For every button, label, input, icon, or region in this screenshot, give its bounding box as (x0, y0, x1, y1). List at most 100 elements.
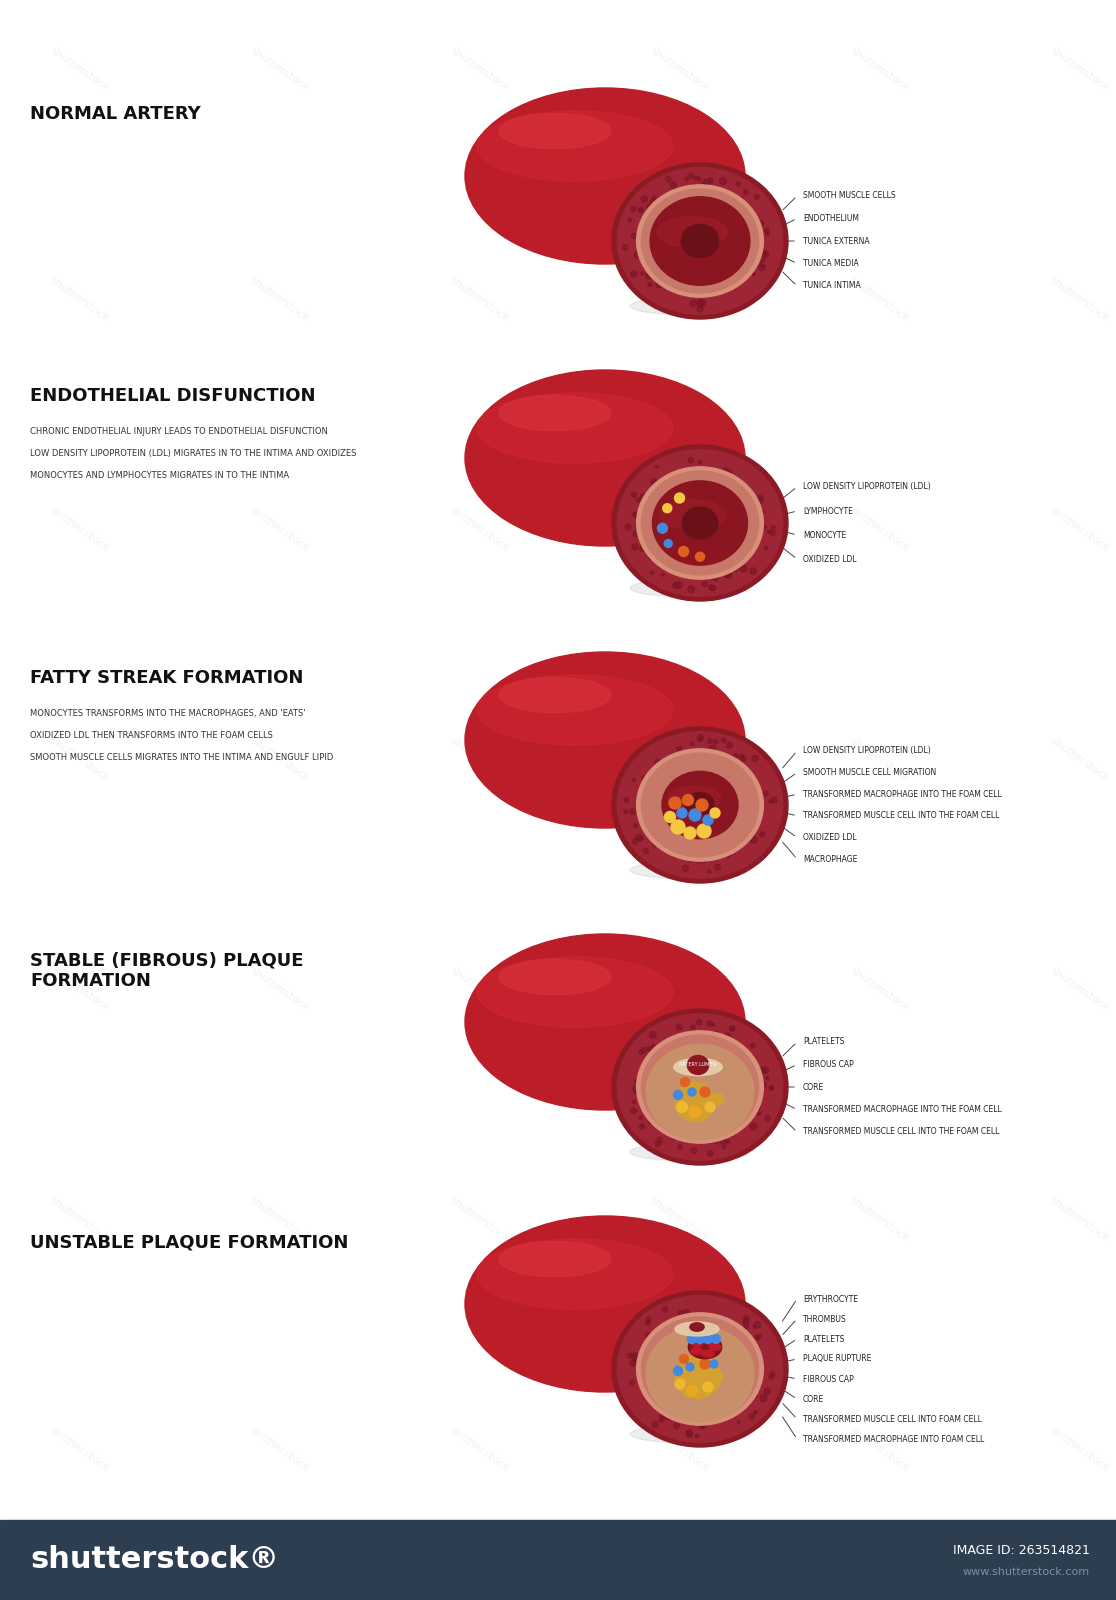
Text: shutterstock: shutterstock (249, 736, 311, 784)
Circle shape (623, 245, 627, 250)
Circle shape (730, 843, 733, 846)
Circle shape (677, 808, 687, 818)
Circle shape (689, 1106, 701, 1118)
Ellipse shape (617, 1296, 782, 1442)
Text: LOW DENSITY LIPOPROTEIN (LDL): LOW DENSITY LIPOPROTEIN (LDL) (804, 483, 931, 491)
Text: shutterstock: shutterstock (249, 966, 311, 1014)
Circle shape (708, 739, 712, 744)
Circle shape (764, 1389, 770, 1395)
Circle shape (738, 835, 742, 840)
Text: www.shutterstock.com: www.shutterstock.com (963, 1566, 1090, 1578)
Text: shutterstock: shutterstock (449, 1195, 511, 1245)
Circle shape (756, 811, 760, 814)
Circle shape (648, 1118, 655, 1125)
Circle shape (671, 850, 676, 856)
Circle shape (743, 1315, 749, 1322)
Ellipse shape (642, 1035, 759, 1139)
Circle shape (708, 1318, 714, 1325)
Circle shape (675, 582, 682, 589)
Circle shape (639, 1370, 646, 1378)
Text: SMOOTH MUSCLE CELLS MIGRATES INTO THE INTIMA AND ENGULF LIPID: SMOOTH MUSCLE CELLS MIGRATES INTO THE IN… (30, 754, 334, 762)
Text: shutterstock: shutterstock (49, 275, 112, 325)
Circle shape (629, 1360, 636, 1366)
Ellipse shape (709, 1344, 721, 1350)
Circle shape (632, 1101, 635, 1104)
Ellipse shape (465, 1216, 745, 1392)
Circle shape (677, 747, 682, 752)
Circle shape (698, 824, 711, 838)
Text: shutterstock: shutterstock (49, 736, 112, 784)
Text: ERYTHROCYTE: ERYTHROCYTE (804, 1294, 858, 1304)
Circle shape (728, 755, 733, 760)
Circle shape (757, 496, 763, 502)
Circle shape (671, 819, 685, 834)
Circle shape (701, 182, 706, 189)
Circle shape (711, 586, 715, 590)
Ellipse shape (477, 675, 673, 746)
Circle shape (722, 469, 728, 474)
Circle shape (642, 814, 646, 819)
Circle shape (652, 1421, 658, 1427)
Circle shape (722, 1322, 725, 1325)
Text: shutterstock: shutterstock (848, 46, 912, 94)
Ellipse shape (612, 726, 788, 883)
Circle shape (720, 178, 727, 184)
Circle shape (645, 272, 652, 280)
Text: shutterstock: shutterstock (848, 1195, 912, 1245)
Circle shape (664, 811, 675, 822)
Circle shape (632, 493, 636, 498)
Circle shape (632, 1354, 638, 1360)
Circle shape (760, 1395, 767, 1402)
Circle shape (756, 1382, 762, 1389)
Circle shape (641, 1096, 647, 1102)
Circle shape (650, 1032, 656, 1038)
Text: PLATELETS: PLATELETS (804, 1037, 845, 1046)
Circle shape (754, 518, 760, 523)
Circle shape (677, 1144, 682, 1149)
Ellipse shape (674, 1059, 722, 1075)
Ellipse shape (477, 1238, 673, 1309)
Text: shutterstock: shutterstock (449, 275, 511, 325)
Circle shape (631, 206, 636, 211)
Circle shape (635, 512, 641, 517)
Circle shape (763, 251, 769, 258)
Circle shape (634, 1091, 637, 1094)
Circle shape (724, 851, 731, 858)
Ellipse shape (675, 1083, 715, 1122)
Circle shape (661, 763, 666, 770)
Text: shutterstock: shutterstock (449, 506, 511, 554)
Circle shape (729, 1133, 733, 1136)
Circle shape (752, 826, 756, 829)
Circle shape (670, 1411, 673, 1414)
Circle shape (698, 306, 703, 312)
Circle shape (757, 1334, 761, 1339)
Circle shape (751, 534, 758, 541)
Circle shape (639, 546, 646, 552)
Circle shape (696, 1019, 702, 1026)
Circle shape (747, 773, 749, 776)
Text: shutterstock: shutterstock (648, 966, 711, 1014)
Circle shape (629, 1379, 634, 1384)
Circle shape (645, 1333, 651, 1338)
Circle shape (639, 1050, 644, 1054)
Circle shape (663, 504, 672, 512)
Text: shutterstock: shutterstock (648, 275, 711, 325)
Circle shape (767, 530, 770, 533)
Circle shape (699, 467, 704, 472)
Circle shape (632, 234, 637, 238)
Circle shape (636, 525, 639, 528)
Ellipse shape (465, 934, 745, 1110)
Circle shape (752, 819, 756, 822)
Circle shape (702, 858, 706, 862)
Circle shape (647, 1106, 651, 1109)
Circle shape (695, 858, 701, 862)
Circle shape (700, 1358, 710, 1370)
Circle shape (631, 270, 637, 277)
Text: TRANSFORMED MACROPHAGE INTO THE FOAM CELL: TRANSFORMED MACROPHAGE INTO THE FOAM CEL… (804, 1106, 1002, 1114)
Circle shape (673, 1366, 683, 1376)
Circle shape (714, 856, 718, 859)
Circle shape (754, 195, 759, 200)
Text: shutterstock: shutterstock (1049, 506, 1112, 554)
Circle shape (754, 1354, 760, 1360)
Circle shape (687, 1088, 696, 1096)
